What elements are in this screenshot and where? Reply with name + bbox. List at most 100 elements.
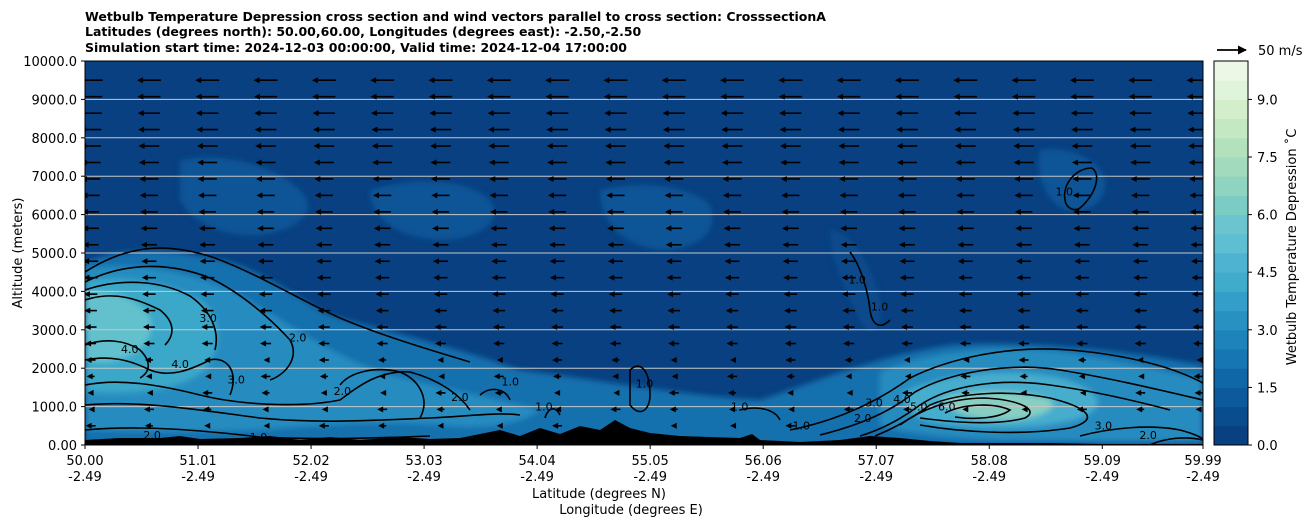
y-tick-label: 6000.0: [32, 209, 78, 224]
contour-label: 1.0: [1055, 185, 1073, 198]
wind-vector-head: [545, 93, 552, 100]
wind-vector-head: [372, 192, 379, 199]
wind-vector-head: [491, 274, 498, 281]
wind-vector-head: [197, 175, 204, 182]
wind-vector-head: [198, 208, 205, 215]
wind-vector-head: [432, 241, 439, 248]
wind-vector-head: [1073, 208, 1080, 215]
wind-vector-head: [1018, 340, 1025, 347]
colorbar-segment: [1214, 387, 1248, 408]
wind-vector-head: [666, 258, 673, 265]
y-tick-label: 4000.0: [32, 285, 78, 300]
wind-vector-head: [1130, 175, 1137, 182]
wind-vector-head: [959, 340, 966, 347]
wind-vector-head: [723, 225, 730, 232]
wind-vector-head: [1137, 356, 1144, 363]
wind-vector-head: [255, 159, 262, 166]
contour-label: 3.0: [1095, 420, 1113, 433]
wind-vector-head: [607, 241, 614, 248]
wind-vector-head: [1012, 126, 1019, 133]
wind-vector-head: [663, 143, 670, 150]
wind-vector-head: [1186, 77, 1193, 84]
wind-vector-head: [136, 77, 143, 84]
wind-vector-head: [1014, 192, 1021, 199]
wind-vector-head: [1192, 324, 1199, 331]
x-tick-label-longitude: -2.49: [68, 470, 102, 485]
colorbar-segment: [1214, 310, 1248, 331]
wind-vector-head: [554, 389, 561, 396]
colorbar-segment: [1214, 176, 1248, 196]
x-tick-label-latitude: 58.08: [971, 454, 1008, 469]
wind-vector-head: [314, 175, 321, 182]
wind-vector-head: [787, 389, 794, 396]
wind-vector-head: [844, 356, 851, 363]
wind-vector-head: [204, 356, 211, 363]
terrain-profile: [85, 420, 1203, 445]
wind-vector-head: [430, 175, 437, 182]
wind-vector-head: [1129, 143, 1136, 150]
wind-vector-head: [1186, 93, 1193, 100]
wind-vector-head: [1192, 307, 1199, 314]
wind-vector-head: [837, 93, 844, 100]
chart-title-line-1: Wetbulb Temperature Depression cross sec…: [85, 9, 826, 24]
y-tick-label: 5000.0: [32, 247, 78, 262]
colorbar-tick-label: 4.5: [1257, 266, 1278, 281]
wind-vector-head: [1017, 324, 1024, 331]
contour-label: 3.0: [227, 374, 245, 387]
wind-vector-head: [611, 356, 618, 363]
wind-vector-head: [318, 422, 325, 429]
wind-vector-head: [781, 192, 788, 199]
wind-vector-head: [845, 373, 852, 380]
wind-vector-head: [492, 307, 499, 314]
wind-vector-head: [321, 406, 328, 413]
wind-vector-head: [605, 159, 612, 166]
wind-vector-head: [837, 126, 844, 133]
wind-vector-head: [1016, 258, 1023, 265]
wind-vector-head: [778, 77, 785, 84]
wind-vector-head: [315, 225, 322, 232]
wind-vector-head: [432, 258, 439, 265]
wind-vector-head: [843, 406, 850, 413]
wind-vector-head: [897, 192, 904, 199]
wind-vector-head: [495, 406, 502, 413]
wind-vector-head: [429, 110, 436, 117]
contour-line-2: [85, 265, 294, 381]
contour-label: 2.0: [143, 429, 161, 442]
wind-vector-head: [1021, 406, 1028, 413]
wind-vector-head: [957, 258, 964, 265]
colorbar-segment: [1214, 61, 1248, 81]
wind-vector-head: [378, 422, 385, 429]
wind-vector-head: [1193, 340, 1200, 347]
wind-vector-head: [608, 274, 615, 281]
x-tick-label-latitude: 56.06: [745, 454, 782, 469]
wind-vector-head: [839, 175, 846, 182]
wind-vector-head: [373, 225, 380, 232]
wind-vector-head: [85, 274, 90, 281]
wind-vector-head: [256, 208, 263, 215]
y-tick-label: 2000.0: [32, 362, 78, 377]
contour-label: 2.0: [334, 385, 352, 398]
wind-vector-head: [319, 373, 326, 380]
contour-line-15: [849, 251, 891, 326]
wind-vector-head: [1078, 373, 1085, 380]
wind-vector-head: [724, 274, 731, 281]
contour-label: 2.0: [854, 412, 872, 425]
wind-vector-head: [605, 143, 612, 150]
wind-vector-head: [1076, 406, 1083, 413]
colorbar-segment: [1214, 233, 1248, 254]
wind-vector-head: [143, 340, 150, 347]
contour-label: 2.0: [289, 331, 307, 344]
wind-vector-head: [846, 389, 853, 396]
wind-vector-head: [780, 159, 787, 166]
wind-vector-head: [199, 241, 206, 248]
wind-vector-head: [962, 406, 969, 413]
contour-line-6: [85, 357, 235, 396]
wind-vector-head: [606, 192, 613, 199]
wind-vector-head: [201, 324, 208, 331]
wind-vector-head: [201, 340, 208, 347]
x-tick-label-latitude: 51.01: [179, 454, 216, 469]
wind-vector-head: [1016, 274, 1023, 281]
wind-vector-head: [437, 422, 444, 429]
wind-vector-head: [1015, 225, 1022, 232]
wind-vector-head: [779, 126, 786, 133]
